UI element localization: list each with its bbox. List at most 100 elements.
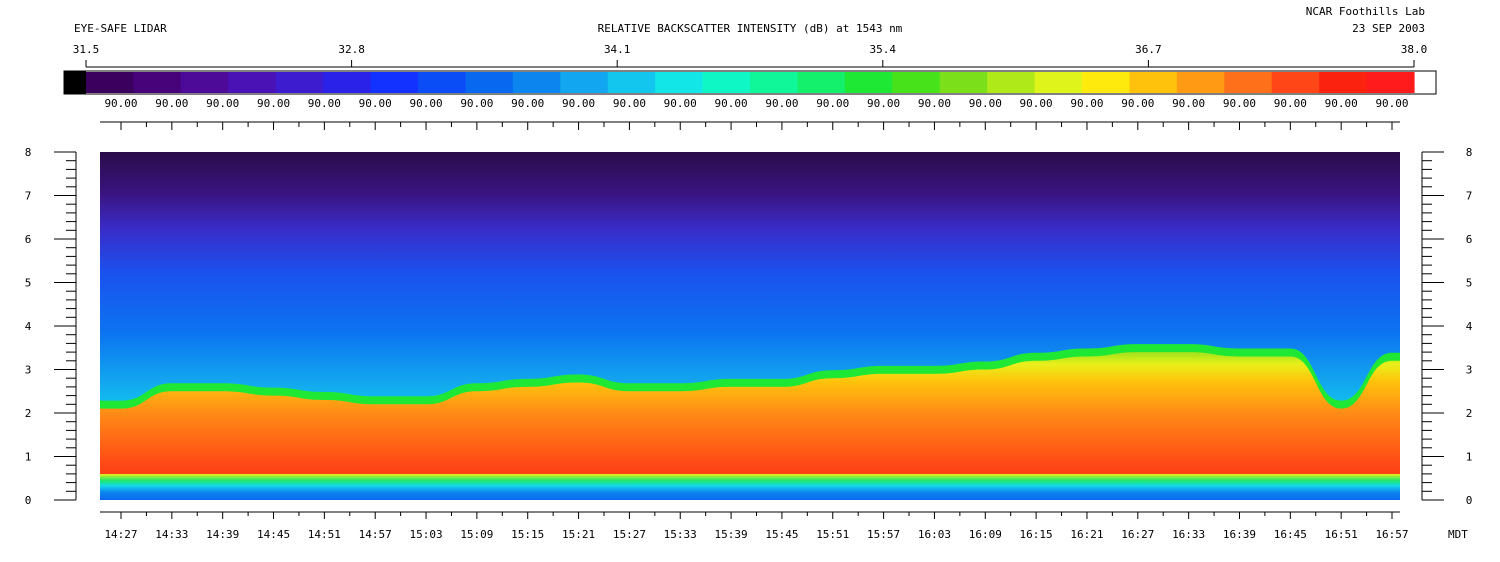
x-tick-label: 16:33 [1172, 528, 1205, 541]
colorbar-bin [1129, 72, 1178, 93]
colorbar-bin-label: 90.00 [969, 97, 1002, 110]
heatmap-area [100, 152, 1400, 500]
colorbar-bin [844, 72, 893, 93]
y-tick-label-left: 7 [25, 190, 32, 203]
colorbar-bin-label: 90.00 [715, 97, 748, 110]
colorbar-bin [275, 72, 324, 93]
colorbar-tick-label: 38.0 [1401, 43, 1428, 56]
colorbar-bin [512, 72, 561, 93]
y-tick-label-left: 4 [25, 320, 32, 333]
colorbar-bin-label: 90.00 [1325, 97, 1358, 110]
colorbar-bin-label: 90.00 [409, 97, 442, 110]
x-tick-label: 15:03 [409, 528, 442, 541]
colorbar-bin [797, 72, 846, 93]
y-tick-label-left: 6 [25, 233, 32, 246]
colorbar-bin [1319, 72, 1368, 93]
x-tick-label: 14:27 [104, 528, 137, 541]
colorbar-bin-label: 90.00 [613, 97, 646, 110]
colorbar-bin-label: 90.00 [816, 97, 849, 110]
y-tick-label-right: 3 [1466, 364, 1473, 377]
y-tick-label-left: 2 [25, 407, 32, 420]
colorbar-ticks: 31.5 32.8 34.1 35.4 36.7 38.0 [73, 43, 1428, 67]
colorbar-bin-labels: 90.00 90.00 90.00 90.00 90.00 90.00 90.00 90.00… [104, 97, 1408, 110]
x-axis-ticks: 14:27 14:33 14:39 14:45 14:51 14:57 15:03 15:09… [104, 512, 1409, 541]
y-tick-label-right: 8 [1466, 146, 1473, 159]
x-tick-label: 14:51 [308, 528, 341, 541]
colorbar-bin-label: 90.00 [460, 97, 493, 110]
x-tick-label: 16:15 [1020, 528, 1053, 541]
y-tick-label-left: 0 [25, 494, 32, 507]
x-tick-label: 14:45 [257, 528, 290, 541]
x-tick-label: 15:33 [664, 528, 697, 541]
colorbar-bin-label: 90.00 [511, 97, 544, 110]
x-tick-label: 15:45 [765, 528, 798, 541]
top-time-ticks [100, 121, 1400, 130]
colorbar-bin-label: 90.00 [1274, 97, 1307, 110]
colorbar-tick-label: 32.8 [338, 43, 365, 56]
colorbar-bin [1271, 72, 1320, 93]
colorbar-bin-label: 90.00 [562, 97, 595, 110]
x-tick-label: 15:27 [613, 528, 646, 541]
x-tick-label: 15:15 [511, 528, 544, 541]
colorbar-bin-label: 90.00 [1121, 97, 1154, 110]
x-tick-label: 15:09 [460, 528, 493, 541]
colorbar-bin [607, 72, 656, 93]
colorbar-bin [370, 72, 419, 93]
x-tick-label: 16:51 [1325, 528, 1358, 541]
x-tick-label: 15:51 [816, 528, 849, 541]
colorbar-bin [987, 72, 1036, 93]
colorbar-bin [655, 72, 704, 93]
surface-layer [100, 474, 1400, 500]
colorbar-bin-label: 90.00 [1020, 97, 1053, 110]
colorbar-bin-label: 90.00 [155, 97, 188, 110]
colorbar-tick-label: 36.7 [1135, 43, 1162, 56]
boundary-layer-body [100, 352, 1400, 500]
colorbar-bin [1176, 72, 1225, 93]
colorbar-bin-label: 90.00 [765, 97, 798, 110]
colorbar-bin-label: 90.00 [257, 97, 290, 110]
x-tick-label: 16:39 [1223, 528, 1256, 541]
colorbar-bin [1034, 72, 1083, 93]
colorbar-bin-label: 90.00 [1375, 97, 1408, 110]
chart-title: RELATIVE BACKSCATTER INTENSITY (dB) at 1… [598, 22, 903, 35]
y-tick-label-left: 3 [25, 364, 32, 377]
x-axis-unit: MDT [1448, 528, 1468, 541]
x-tick-label: 16:45 [1274, 528, 1307, 541]
colorbar-bin [133, 72, 182, 93]
x-tick-label: 14:33 [155, 528, 188, 541]
colorbar-bin [892, 72, 941, 93]
x-tick-label: 16:57 [1375, 528, 1408, 541]
colorbar-bin-label: 90.00 [867, 97, 900, 110]
colorbar-bin [750, 72, 799, 93]
x-tick-label: 16:21 [1070, 528, 1103, 541]
colorbar-tick-label: 34.1 [604, 43, 631, 56]
x-tick-label: 14:57 [359, 528, 392, 541]
y-tick-label-right: 5 [1466, 277, 1473, 290]
colorbar-tick-label: 35.4 [870, 43, 897, 56]
colorbar-bin-label: 90.00 [206, 97, 239, 110]
y-tick-label-right: 4 [1466, 320, 1473, 333]
colorbar-bin-label: 90.00 [359, 97, 392, 110]
y-tick-label-left: 8 [25, 146, 32, 159]
date-label: 23 SEP 2003 [1352, 22, 1425, 35]
colorbar-bin [418, 72, 467, 93]
colorbar-bin [180, 72, 229, 93]
x-tick-label: 15:57 [867, 528, 900, 541]
x-tick-label: 15:39 [715, 528, 748, 541]
colorbar-tick-label: 31.5 [73, 43, 100, 56]
colorbar-bin [939, 72, 988, 93]
colorbar-bin [228, 72, 277, 93]
colorbar-bin [1082, 72, 1131, 93]
colorbar-bin [560, 72, 609, 93]
colorbar-bin [323, 72, 372, 93]
y-tick-label-right: 0 [1466, 494, 1473, 507]
y-tick-label-right: 6 [1466, 233, 1473, 246]
colorbar-bin [1224, 72, 1273, 93]
colorbar-bin-label: 90.00 [1070, 97, 1103, 110]
x-tick-label: 16:03 [918, 528, 951, 541]
colorbar-bin-label: 90.00 [918, 97, 951, 110]
instrument-title: EYE-SAFE LIDAR [74, 22, 167, 35]
colorbar-min-swatch [64, 71, 86, 94]
y-tick-label-right: 1 [1466, 451, 1473, 464]
